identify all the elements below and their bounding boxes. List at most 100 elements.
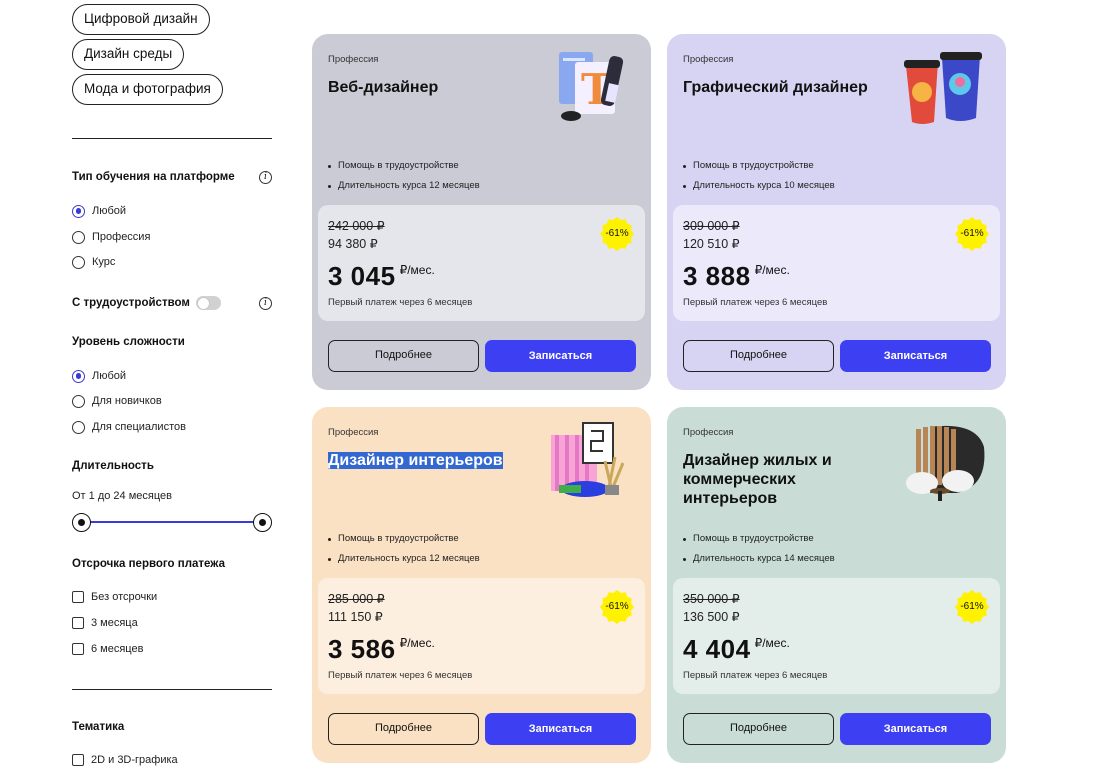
radio-learning-any[interactable]: Любой [72, 203, 126, 219]
details-button[interactable]: Подробнее [328, 340, 479, 372]
radio-button[interactable] [72, 394, 85, 408]
duration-slider-track[interactable] [82, 521, 262, 523]
checkbox[interactable] [72, 754, 84, 766]
chip-digital-design[interactable]: Цифровой дизайн [72, 4, 210, 35]
price-box: 242 000 ₽ 94 380 ₽ 3 045 ₽/мес. Первый пл… [318, 205, 645, 321]
course-title[interactable]: Дизайнер жилых и коммерческих интерьеров [683, 452, 832, 507]
enroll-button[interactable]: Записаться [840, 713, 991, 745]
feature-item: Длительность курса 10 месяцев [683, 176, 835, 196]
chip-environment-design[interactable]: Дизайн среды [72, 39, 185, 70]
new-price: 111 150 ₽ [328, 610, 383, 624]
monthly-price: 4 404 ₽/мес. [683, 634, 790, 664]
enroll-button[interactable]: Записаться [840, 340, 991, 372]
old-price: 309 000 ₽ [683, 219, 740, 233]
feature-item: Помощь в трудоустройстве [328, 156, 480, 176]
course-features: Помощь в трудоустройстве Длительность ку… [328, 156, 480, 196]
old-price: 242 000 ₽ [328, 219, 385, 233]
checkbox-label: Без отсрочки [91, 591, 158, 603]
discount-badge: -61% [600, 217, 634, 251]
checkbox-6-months[interactable]: 6 месяцев [72, 641, 143, 657]
checkbox-label: 2D и 3D-графика [91, 754, 178, 766]
radio-label: Курс [92, 256, 116, 268]
radio-button[interactable] [72, 255, 85, 269]
details-button[interactable]: Подробнее [328, 713, 479, 745]
course-category: Профессия [328, 54, 379, 65]
radio-label: Любой [92, 205, 127, 217]
radio-learning-profession[interactable]: Профессия [72, 229, 150, 245]
feature-item: Длительность курса 14 месяцев [683, 549, 835, 569]
divider [72, 689, 272, 690]
chip-fashion-photo[interactable]: Мода и фотография [72, 74, 223, 105]
duration-title: Длительность [72, 460, 154, 472]
divider [72, 138, 272, 139]
monthly-price: 3 586 ₽/мес. [328, 634, 435, 664]
checkbox-3-months[interactable]: 3 месяца [72, 615, 138, 631]
duration-slider-min-handle[interactable] [72, 513, 91, 532]
radio-button[interactable] [72, 230, 85, 244]
radio-label: Для специалистов [92, 421, 186, 433]
course-card[interactable]: Профессия Веб-дизайнер T Помощь в трудоу… [312, 34, 651, 390]
radio-button[interactable] [72, 420, 85, 434]
feature-item: Помощь в трудоустройстве [683, 529, 835, 549]
checkbox-label: 3 месяца [91, 617, 138, 629]
radio-level-any[interactable]: Любой [72, 368, 126, 384]
cups-icon [900, 44, 992, 136]
price-box: 309 000 ₽ 120 510 ₽ 3 888 ₽/мес. Первый п… [673, 205, 1000, 321]
new-price: 120 510 ₽ [683, 237, 740, 251]
course-title[interactable]: Графический дизайнер [683, 79, 868, 96]
filter-sidebar: Цифровой дизайн Дизайн среды Мода и фото… [0, 0, 290, 774]
new-price: 94 380 ₽ [328, 237, 378, 251]
checkbox-2d-3d[interactable]: 2D и 3D-графика [72, 752, 178, 768]
course-features: Помощь в трудоустройстве Длительность ку… [683, 529, 835, 569]
radio-level-beginner[interactable]: Для новичков [72, 393, 162, 409]
info-icon[interactable]: i [259, 171, 272, 184]
per-month-label: ₽/мес. [754, 636, 790, 650]
course-title[interactable]: Веб-дизайнер [328, 79, 439, 96]
course-category: Профессия [683, 427, 734, 438]
feature-item: Длительность курса 12 месяцев [328, 176, 480, 196]
first-payment-note: Первый платеж через 6 месяцев [683, 297, 828, 308]
details-button[interactable]: Подробнее [683, 713, 834, 745]
checkbox[interactable] [72, 643, 84, 655]
checkbox-no-deferral[interactable]: Без отсрочки [72, 589, 157, 605]
info-icon[interactable]: i [259, 297, 272, 310]
discount-badge: -61% [955, 590, 989, 624]
enroll-button[interactable]: Записаться [485, 340, 636, 372]
old-price: 350 000 ₽ [683, 592, 740, 606]
price-box: 350 000 ₽ 136 500 ₽ 4 404 ₽/мес. Первый п… [673, 578, 1000, 694]
discount-badge: -61% [955, 217, 989, 251]
monthly-price: 3 888 ₽/мес. [683, 261, 790, 291]
course-card[interactable]: Профессия Графический дизайнер Помощь в … [667, 34, 1006, 390]
radio-button[interactable] [72, 369, 85, 383]
per-month-label: ₽/мес. [399, 263, 435, 277]
discount-badge: -61% [600, 590, 634, 624]
checkbox[interactable] [72, 591, 84, 603]
employment-toggle[interactable] [196, 296, 221, 310]
radio-button[interactable] [72, 204, 85, 218]
course-title[interactable]: Дизайнер интерьеров [328, 452, 503, 469]
interior-icon [545, 417, 637, 509]
radio-label: Профессия [92, 231, 151, 243]
radio-label: Для новичков [92, 395, 162, 407]
per-month-label: ₽/мес. [754, 263, 790, 277]
course-category: Профессия [328, 427, 379, 438]
radio-learning-course[interactable]: Курс [72, 254, 115, 270]
feature-item: Помощь в трудоустройстве [328, 529, 480, 549]
checkbox[interactable] [72, 617, 84, 629]
radio-level-specialist[interactable]: Для специалистов [72, 419, 186, 435]
employment-label: С трудоустройством [72, 297, 190, 309]
feature-item: Длительность курса 12 месяцев [328, 549, 480, 569]
radio-label: Любой [92, 370, 127, 382]
per-month-label: ₽/мес. [399, 636, 435, 650]
course-card[interactable]: Профессия Дизайнер жилых и коммерческих … [667, 407, 1006, 763]
duration-slider-max-handle[interactable] [253, 513, 272, 532]
enroll-button[interactable]: Записаться [485, 713, 636, 745]
price-box: 285 000 ₽ 111 150 ₽ 3 586 ₽/мес. Первый п… [318, 578, 645, 694]
first-payment-note: Первый платеж через 6 месяцев [328, 297, 473, 308]
details-button[interactable]: Подробнее [683, 340, 834, 372]
checkbox-label: 6 месяцев [91, 643, 144, 655]
course-card[interactable]: Профессия Дизайнер интерьеров Помощь в т… [312, 407, 651, 763]
deferral-title: Отсрочка первого платежа [72, 558, 225, 570]
furniture-icon [900, 417, 992, 509]
old-price: 285 000 ₽ [328, 592, 385, 606]
